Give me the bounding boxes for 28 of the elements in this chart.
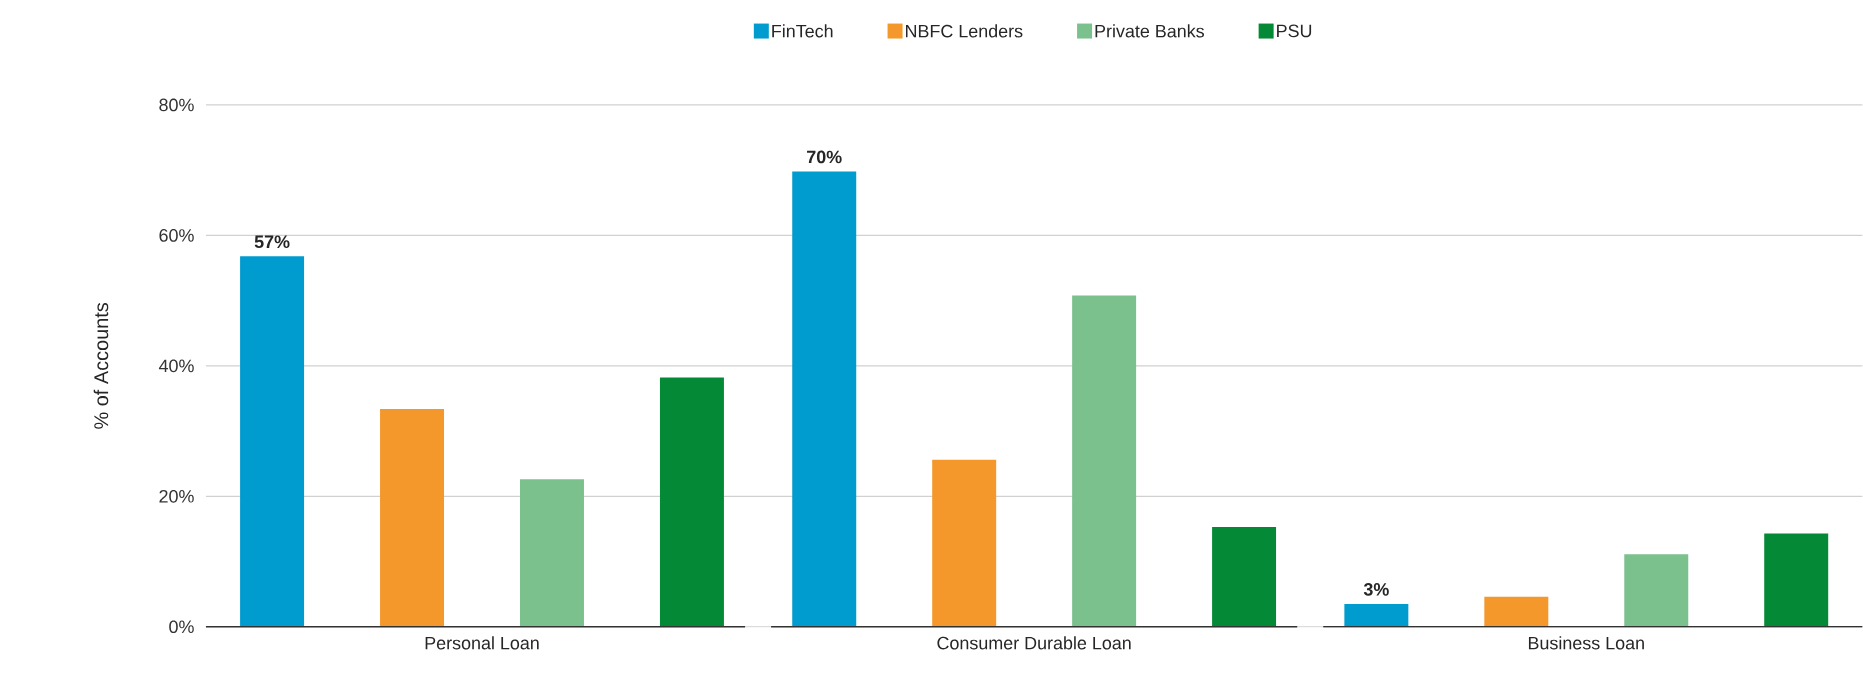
legend-label: NBFC Lenders [906,24,1023,38]
bar [1072,295,1137,627]
x-tick-label: Personal Loan [425,636,539,650]
x-tick-label: Business Loan [1528,636,1644,650]
legend-label: Private Banks [1095,24,1204,38]
y-tick-label: 80% [159,98,194,112]
y-tick-label: 0% [169,620,194,634]
bar [932,459,997,627]
data-label: 57% [254,235,290,249]
data-label: 3% [1363,583,1389,596]
bar [1624,554,1689,627]
legend-label: PSU [1277,24,1312,38]
y-axis-title: % of Accounts [93,303,109,429]
bar [792,171,857,627]
bar [659,377,724,627]
y-tick-label: 60% [159,229,194,242]
bar [380,409,445,627]
bar [1764,533,1829,627]
legend-label: FinTech [772,24,833,38]
y-tick-label: 40% [158,359,194,373]
data-label: 70% [807,150,842,164]
bar [1212,527,1277,627]
bar [1344,604,1409,627]
bar [520,479,584,627]
bar [240,256,305,627]
bar [1484,596,1549,627]
y-tick-label: 20% [159,490,194,503]
x-tick-label: Consumer Durable Loan [937,636,1131,650]
